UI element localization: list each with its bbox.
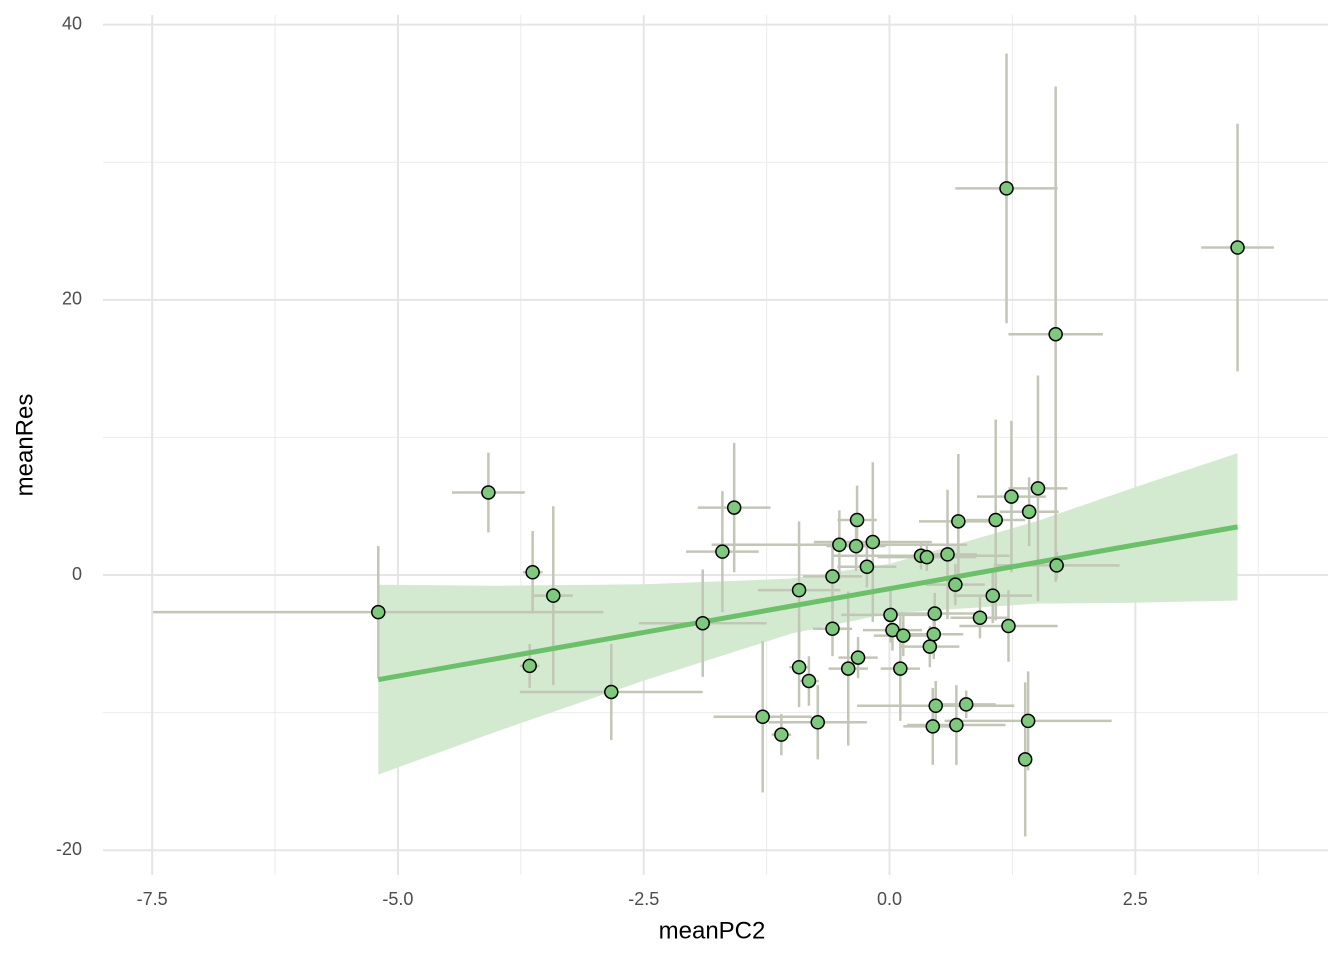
point [1004,489,1019,504]
fit-line [377,524,1238,683]
point [546,588,561,603]
point [1021,504,1037,519]
y-tick-label: 20 [62,289,82,309]
point [715,544,730,559]
point [859,559,875,575]
x-tick-label: -7.5 [137,889,168,909]
point [850,650,866,665]
point [774,727,789,742]
point [755,709,770,725]
x-axis-label: meanPC2 [659,917,766,944]
point [896,628,911,643]
point [940,547,955,562]
point [999,181,1014,196]
point [958,697,974,712]
point [1001,618,1016,634]
point [810,715,825,730]
point [928,698,943,714]
point [849,512,865,528]
point [865,534,881,550]
point [1020,713,1036,729]
y-tick-label: 0 [72,564,82,584]
point [922,639,938,654]
point [801,673,817,689]
point [832,537,847,553]
x-tick-label: -2.5 [628,889,659,909]
point [726,500,742,515]
point [926,626,942,642]
x-tick-label: 2.5 [1123,889,1148,909]
point [791,582,807,598]
point [481,485,496,500]
point [1017,752,1033,767]
point [985,588,1000,603]
point [925,719,941,734]
point [604,684,619,700]
point [948,577,963,592]
point [893,661,908,676]
point [525,565,540,580]
point [825,621,840,636]
point [371,604,386,620]
confidence-band [378,453,1238,775]
point [919,549,935,565]
point [1230,240,1245,255]
y-axis-label: meanRes [11,394,38,497]
point [695,615,710,631]
point [927,606,942,621]
y-tick-label: 40 [62,13,82,33]
point [848,538,864,554]
point [883,607,898,623]
point [791,659,807,675]
x-tick-label: -5.0 [382,889,413,909]
point [1030,481,1046,496]
point [951,514,966,529]
point [522,658,537,674]
point [840,661,856,676]
point [825,569,840,584]
y-tick-label: -20 [56,839,82,859]
point [1049,558,1064,573]
point [1048,326,1063,342]
point [988,512,1003,528]
x-tick-label: 0.0 [877,889,902,909]
point [949,717,964,733]
point [972,610,988,625]
